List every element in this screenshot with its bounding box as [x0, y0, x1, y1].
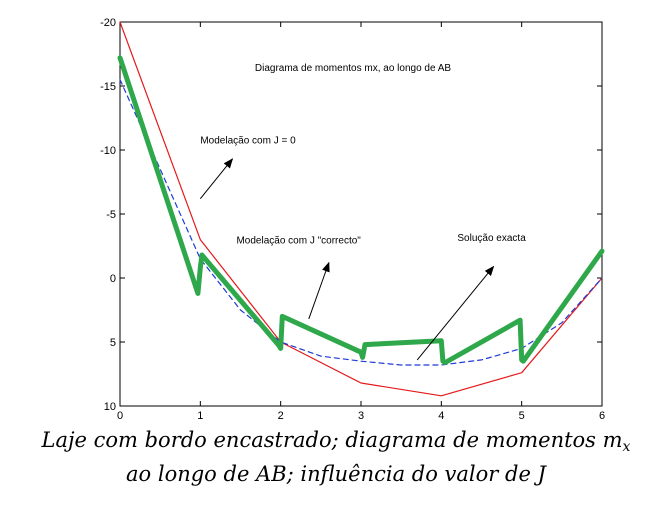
- x-tick-label: 1: [197, 410, 203, 422]
- annotation-arrow-3: [416, 265, 495, 361]
- series-line-3: [117, 55, 605, 365]
- annotation-label-1: Modelação com J = 0: [200, 136, 296, 147]
- y-tick-label: -10: [100, 145, 116, 157]
- y-tick-label: 0: [110, 273, 116, 285]
- annotation-label-2: Modelação com J "correcto": [236, 235, 361, 246]
- x-tick-label: 2: [278, 410, 284, 422]
- y-tick-label: -5: [106, 209, 116, 221]
- y-tick-label: 5: [110, 337, 116, 349]
- series-line-1: [119, 21, 603, 397]
- x-tick-label: 5: [519, 410, 525, 422]
- y-tick-label: -20: [100, 17, 116, 29]
- y-tick-label: 10: [104, 401, 116, 413]
- caption-text-1: Laje com bordo encastrado; diagrama de m…: [41, 428, 623, 452]
- x-tick-label: 3: [358, 410, 364, 422]
- chart-area: 0 1 2 3 4 5 6 -20 -15 -10 -5 0 5 10 Diagrama de moment…: [100, 17, 605, 422]
- caption-subscript: x: [622, 439, 631, 455]
- chart-title: Diagrama de momentos mx, ao longo de AB: [255, 63, 452, 74]
- x-tick-label: 0: [117, 410, 123, 422]
- caption-line-1: Laje com bordo encastrado; diagrama de m…: [0, 428, 672, 455]
- x-tick-label: 4: [438, 410, 444, 422]
- caption-line-2: ao longo de AB; influência do valor de J: [126, 462, 546, 486]
- y-tick-label: -15: [100, 81, 116, 93]
- series-line-2: [119, 78, 603, 366]
- x-tick-label: 6: [599, 410, 605, 422]
- annotation-arrow-2: [308, 261, 330, 320]
- annotation-arrow-1: [199, 158, 234, 199]
- annotation-label-3: Solução exacta: [457, 233, 526, 244]
